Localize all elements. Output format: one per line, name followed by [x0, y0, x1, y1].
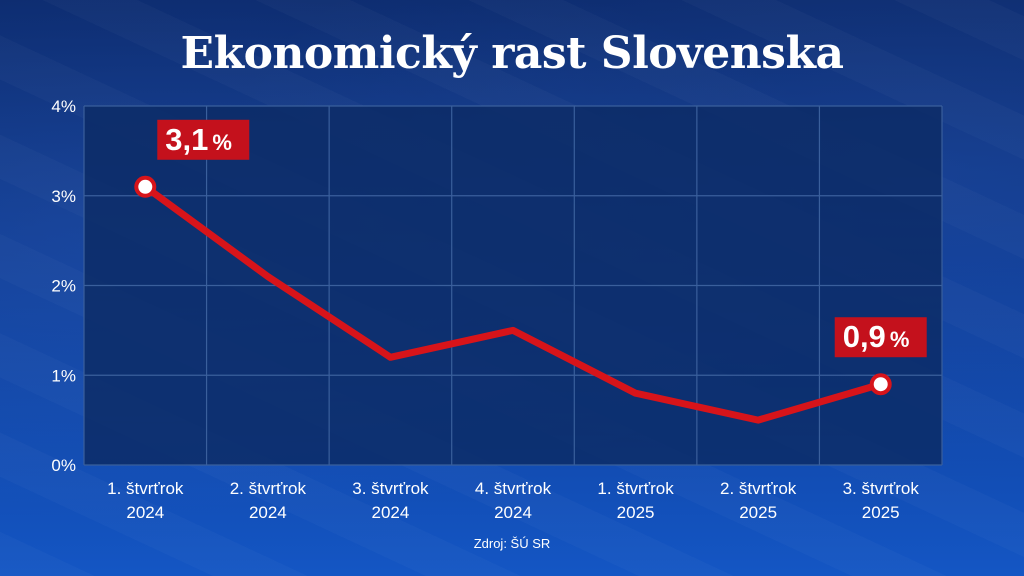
- data-label: 3,1%: [165, 122, 232, 157]
- data-label-unit: %: [890, 327, 910, 352]
- x-tick-label-line: 4. štvrťrok: [475, 479, 552, 498]
- x-tick-label-line: 2025: [862, 503, 900, 522]
- x-tick-label-line: 2025: [739, 503, 777, 522]
- y-tick-label: 1%: [51, 366, 76, 385]
- x-tick-label: 4. štvrťrok 2024: [475, 479, 552, 522]
- x-tick-label-line: 2024: [372, 503, 410, 522]
- data-label: 0,9%: [843, 319, 910, 354]
- data-label-box: [157, 119, 250, 160]
- x-tick-label-line: 3. štvrťrok: [352, 479, 429, 498]
- page-title: Ekonomický rast Slovenska: [180, 28, 844, 79]
- x-tick-label-line: 2. štvrťrok: [720, 479, 797, 498]
- data-label-unit: %: [212, 130, 232, 155]
- x-tick-label-line: 2024: [126, 503, 164, 522]
- x-tick-label-line: 2. štvrťrok: [230, 479, 307, 498]
- x-tick-label-line: 1. štvrťrok: [107, 479, 184, 498]
- y-tick-label: 0%: [51, 456, 76, 475]
- x-tick-label: 3. štvrťrok 2024: [352, 479, 429, 522]
- x-tick-label: 3. štvrťrok 2025: [843, 479, 920, 522]
- data-label-number: 3,1: [165, 122, 208, 157]
- x-tick-label-line: 2025: [617, 503, 655, 522]
- x-tick-label-line: 3. štvrťrok: [843, 479, 920, 498]
- data-label-number: 0,9: [843, 319, 886, 354]
- x-tick-label-line: 2024: [249, 503, 287, 522]
- y-tick-label: 2%: [51, 277, 76, 296]
- y-tick-label: 3%: [51, 187, 76, 206]
- y-tick-label: 4%: [51, 97, 76, 116]
- x-tick-label-line: 2024: [494, 503, 532, 522]
- data-point: [134, 175, 157, 198]
- x-tick-label: 1. štvrťrok 2024: [107, 479, 184, 522]
- x-tick-label: 2. štvrťrok 2024: [230, 479, 307, 522]
- source-note: Zdroj: ŠÚ SR: [473, 536, 551, 551]
- x-tick-label: 1. štvrťrok 2025: [597, 479, 674, 522]
- data-point: [869, 373, 892, 396]
- data-label-box: [834, 317, 927, 358]
- series-line: [141, 183, 885, 424]
- x-tick-label-line: 1. štvrťrok: [597, 479, 674, 498]
- x-tick-label: 2. štvrťrok 2025: [720, 479, 797, 522]
